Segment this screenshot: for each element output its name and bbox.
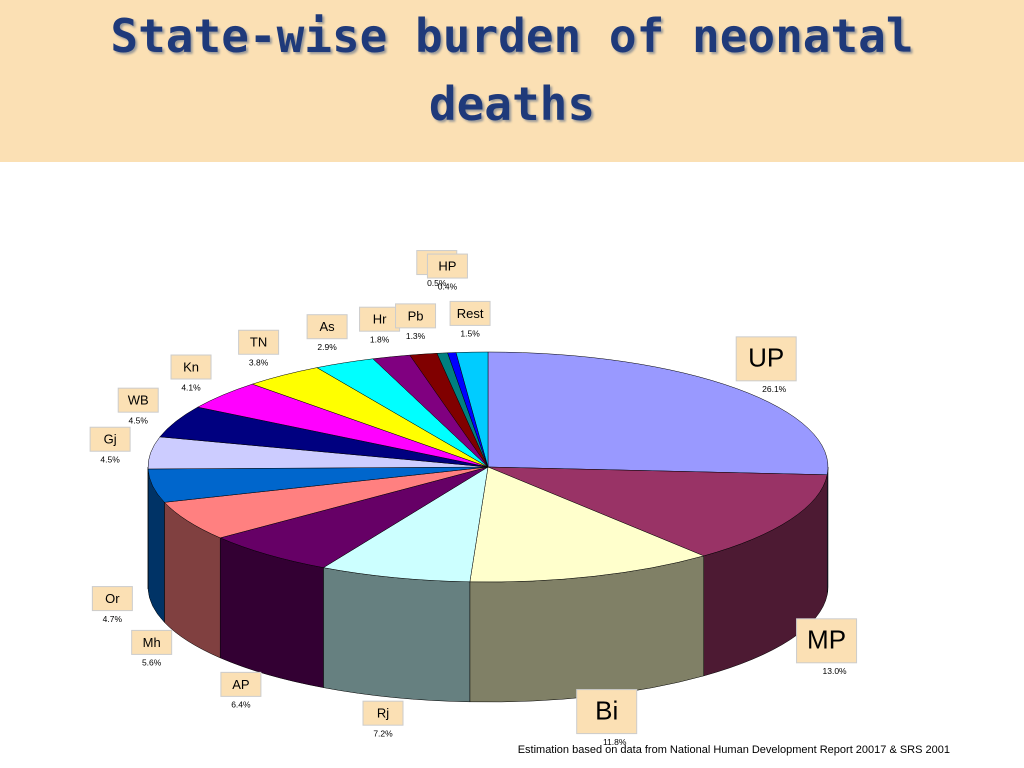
value-label: 1.8% — [370, 334, 390, 344]
slice-label: Hr 1.8% — [359, 306, 401, 344]
slice-label: As 2.9% — [306, 314, 348, 352]
slice-label: WB 4.5% — [117, 387, 159, 425]
category-label: WB — [128, 393, 149, 408]
value-label: 1.3% — [406, 331, 426, 341]
label-box — [395, 303, 437, 329]
category-label: AP — [232, 677, 249, 692]
label-box — [426, 253, 468, 279]
slice-label: Bi 11.8% — [576, 689, 638, 747]
category-label: UP — [748, 343, 784, 373]
chart-title: State-wise burden of neonatal deaths — [110, 9, 914, 131]
category-label: Rest — [457, 306, 484, 321]
slice — [487, 351, 829, 476]
slice-label: Rest 1.5% — [449, 300, 491, 339]
category-label: As — [320, 319, 336, 334]
category-label: Pb — [408, 308, 424, 323]
slice — [455, 351, 489, 468]
value-label: 0.4% — [438, 281, 458, 291]
value-label: 13.0% — [823, 666, 848, 676]
slice — [322, 466, 489, 583]
label-box — [220, 671, 262, 697]
value-label: 6.4% — [231, 700, 251, 710]
category-label: Bi — [595, 695, 618, 725]
label-box — [117, 387, 159, 413]
value-label: 1.5% — [460, 329, 480, 339]
value-label: 0.5% — [427, 278, 447, 288]
label-box — [89, 426, 131, 452]
value-label: 2.9% — [317, 342, 337, 352]
value-label: 11.8% — [603, 737, 627, 747]
category-label: Kn — [183, 359, 199, 374]
slice-label: Mh 5.6% — [131, 629, 173, 668]
category-label: Rj — [377, 706, 389, 721]
label-box — [238, 329, 280, 355]
slice-side — [323, 567, 471, 703]
label-box — [91, 586, 133, 612]
label-box — [359, 306, 401, 332]
label-box — [306, 314, 348, 340]
slice-label: HP 0.4% — [426, 253, 468, 291]
slice-label: Pb 1.3% — [395, 303, 437, 341]
value-label: 4.1% — [181, 382, 201, 392]
value-label: 4.5% — [100, 454, 120, 464]
value-label: 3.8% — [249, 358, 269, 368]
slice — [487, 466, 828, 557]
slice-label: MP 13.0% — [796, 618, 858, 676]
value-label: 26.1% — [762, 384, 787, 394]
slice — [469, 466, 705, 583]
slice-label: TN 3.8% — [238, 329, 280, 368]
label-box — [131, 629, 173, 655]
slice-label: UP 26.1% — [735, 336, 797, 394]
value-label: 5.6% — [142, 658, 162, 668]
value-label: 4.5% — [129, 415, 149, 425]
category-label: Mh — [143, 635, 161, 650]
slice-label: Rj 7.2% — [362, 700, 404, 738]
slice-label: Kn 4.1% — [170, 354, 212, 392]
category-label: Gj — [104, 432, 117, 447]
source-note: Estimation based on data from National H… — [517, 744, 950, 756]
value-label: 7.2% — [373, 728, 393, 738]
slice-label: Gj 4.5% — [89, 426, 131, 464]
label-box — [576, 689, 638, 735]
label-box — [796, 618, 858, 664]
label-box — [362, 700, 404, 726]
category-label: Or — [105, 591, 120, 606]
category-label: TN — [250, 335, 267, 350]
category-label: MP — [807, 625, 846, 655]
label-box — [170, 354, 212, 380]
slice-label: AP 6.4% — [220, 671, 262, 710]
label-box — [735, 336, 797, 382]
value-label: 4.7% — [103, 614, 123, 624]
category-label: Hr — [373, 312, 387, 327]
label-box — [449, 300, 491, 326]
slice-label: Or 4.7% — [91, 586, 133, 624]
category-label: HP — [438, 259, 456, 274]
header: State-wise burden of neonatal deaths — [0, 0, 1024, 162]
slice — [219, 466, 489, 568]
